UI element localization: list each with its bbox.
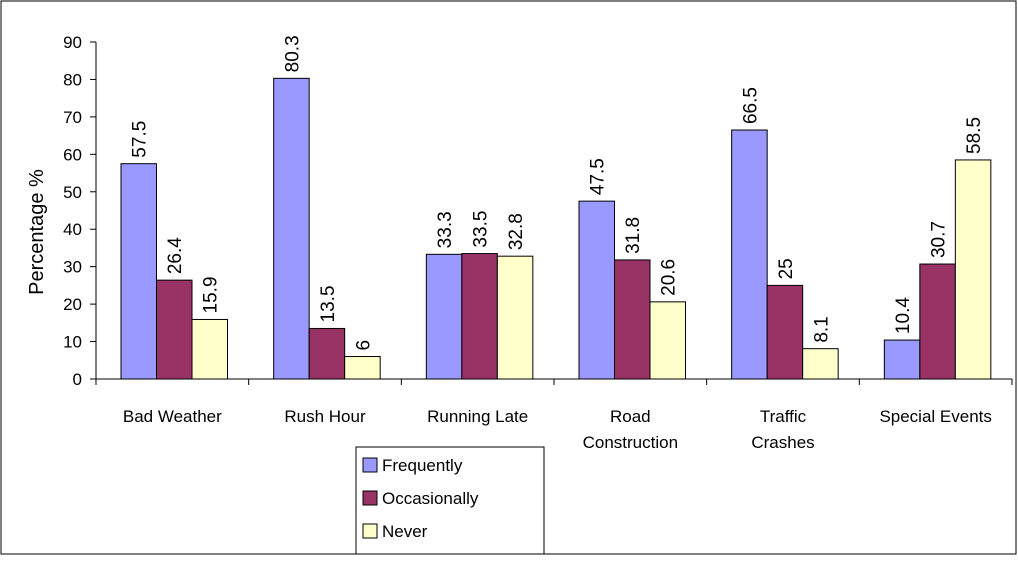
bar-frequently [120, 163, 157, 380]
y-tick-label: 80 [63, 70, 82, 89]
bar-never [191, 318, 228, 380]
legend-box [355, 446, 545, 555]
bar-never [344, 356, 381, 380]
data-label: 58.5 [964, 117, 985, 154]
bar-occasionally [919, 263, 956, 380]
bar-never [649, 301, 686, 380]
legend-swatch [362, 457, 378, 473]
bar-frequently [578, 200, 615, 380]
data-label: 47.5 [588, 158, 609, 195]
y-tick-label: 40 [63, 220, 82, 239]
y-tick-label: 10 [63, 333, 82, 352]
data-label: 15.9 [201, 276, 222, 313]
legend-swatch [362, 490, 378, 506]
bar-occasionally [156, 279, 193, 380]
data-label: 13.5 [318, 285, 339, 322]
data-label: 8.1 [811, 316, 832, 342]
legend-entry: Frequently [382, 456, 463, 475]
x-tick-label: Running Late [427, 407, 528, 426]
y-tick-label: 50 [63, 183, 82, 202]
bar-occasionally [614, 259, 651, 380]
data-label: 6 [353, 340, 374, 351]
bar-occasionally [308, 327, 346, 380]
bar-frequently [425, 253, 463, 380]
data-label: 20.6 [659, 259, 680, 296]
data-label: 31.8 [623, 217, 644, 254]
data-label: 30.7 [929, 221, 950, 258]
legend-entry: Occasionally [382, 489, 479, 508]
data-label: 66.5 [740, 87, 761, 124]
data-label: 33.5 [471, 211, 492, 248]
data-label: 33.3 [435, 211, 456, 248]
y-tick-label: 60 [63, 145, 82, 164]
bar-never [496, 255, 534, 380]
x-tick-label: Special Events [879, 407, 991, 426]
y-tick-label: 30 [63, 258, 82, 277]
x-tick-label: Bad Weather [123, 407, 222, 426]
data-label: 26.4 [165, 237, 186, 274]
data-label: 32.8 [506, 213, 527, 250]
bar-never [954, 159, 992, 380]
y-tick-label: 20 [63, 295, 82, 314]
data-label: 10.4 [893, 297, 914, 334]
y-tick-label: 0 [73, 370, 82, 389]
y-tick-label: 70 [63, 108, 82, 127]
bar-frequently [273, 77, 310, 380]
legend-swatch [362, 523, 378, 539]
y-tick-label: 90 [63, 33, 82, 52]
y-axis-title-group: Percentage % [26, 169, 48, 295]
bar-frequently [883, 339, 921, 380]
x-tick-label: Traffic [760, 407, 807, 426]
data-label: 57.5 [130, 121, 151, 158]
x-tick-label: Road [610, 407, 651, 426]
data-label: 80.3 [282, 35, 303, 72]
bar-occasionally [766, 284, 804, 380]
bar-occasionally [461, 253, 498, 380]
legend-entry: Never [382, 522, 428, 541]
x-tick-label: Construction [583, 433, 678, 452]
bar-frequently [731, 129, 768, 380]
plot-area: 0 10 20 30 40 50 60 70 80 90 Bad Weather 57.5 26.4 15… [63, 33, 1013, 555]
x-tick-label: Crashes [751, 433, 814, 452]
data-label: 25 [776, 258, 797, 279]
x-tick-label: Rush Hour [284, 407, 366, 426]
y-axis-title: Percentage % [26, 169, 48, 295]
bar-never [802, 348, 839, 380]
